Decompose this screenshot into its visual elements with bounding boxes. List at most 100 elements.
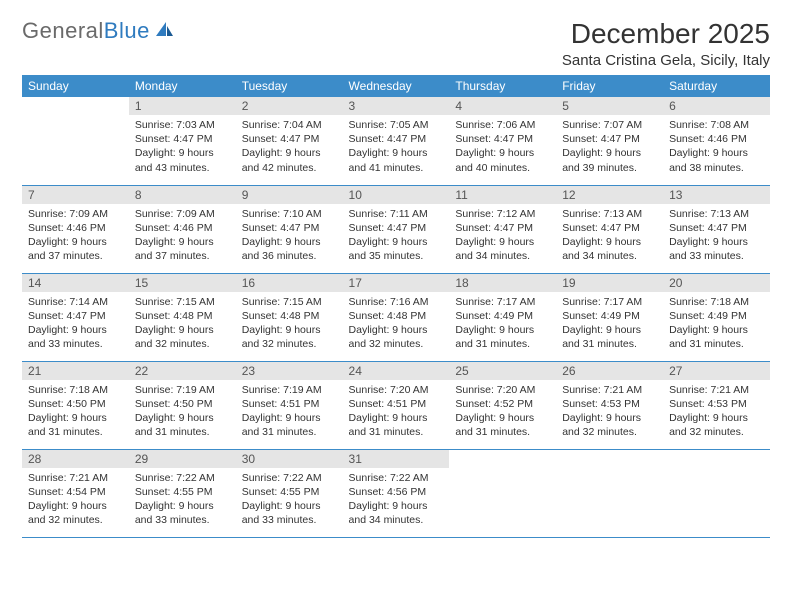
- sunset-line: Sunset: 4:47 PM: [669, 222, 747, 234]
- day-number: 5: [556, 97, 663, 115]
- day-number: 11: [449, 186, 556, 204]
- sunrise-line: Sunrise: 7:21 AM: [28, 472, 108, 484]
- calendar-cell: 3Sunrise: 7:05 AMSunset: 4:47 PMDaylight…: [343, 97, 450, 185]
- calendar-cell: 30Sunrise: 7:22 AMSunset: 4:55 PMDayligh…: [236, 449, 343, 537]
- day-data: Sunrise: 7:10 AMSunset: 4:47 PMDaylight:…: [236, 204, 343, 268]
- calendar-row: 28Sunrise: 7:21 AMSunset: 4:54 PMDayligh…: [22, 449, 770, 537]
- calendar-cell: 29 Sunrise: 7:22 AM Sunset: 4:55 PM Dayligh…: [129, 449, 236, 537]
- day-data: Sunrise: 7:19 AMSunset: 4:51 PMDaylight:…: [236, 380, 343, 444]
- day-number: 19: [556, 274, 663, 292]
- day-number: 17: [343, 274, 450, 292]
- daylight-line: Daylight: 9 hours and 37 minutes.: [135, 236, 214, 262]
- calendar-cell: 9Sunrise: 7:10 AMSunset: 4:47 PMDaylight…: [236, 185, 343, 273]
- sunrise-line: Sunrise: 7:13 AM: [669, 208, 749, 220]
- day-number: 12: [556, 186, 663, 204]
- weekday-header: Monday: [129, 75, 236, 97]
- day-number: 13: [663, 186, 770, 204]
- daylight-line: Daylight: 9 hours and 34 minutes.: [349, 500, 428, 526]
- calendar-cell: [663, 449, 770, 537]
- sunset-line: Sunset: 4:55 PM: [135, 486, 213, 498]
- sunset-line: Sunset: 4:54 PM: [28, 486, 106, 498]
- daylight-line: Daylight: 9 hours and 31 minutes.: [349, 412, 428, 438]
- daylight-line: Daylight: 9 hours and 38 minutes.: [669, 147, 748, 173]
- sunrise-line: Sunrise: 7:03 AM: [135, 119, 215, 131]
- daylight-line: Daylight: 9 hours and 33 minutes.: [135, 500, 214, 526]
- sunset-line: Sunset: 4:47 PM: [135, 133, 213, 145]
- sunrise-line: Sunrise: 7:17 AM: [455, 296, 535, 308]
- sunset-line: Sunset: 4:53 PM: [669, 398, 747, 410]
- calendar-cell: 5Sunrise: 7:07 AMSunset: 4:47 PMDaylight…: [556, 97, 663, 185]
- day-number: 25: [449, 362, 556, 380]
- day-number: 15: [129, 274, 236, 292]
- calendar-cell: 12Sunrise: 7:13 AMSunset: 4:47 PMDayligh…: [556, 185, 663, 273]
- day-data: Sunrise: 7:03 AMSunset: 4:47 PMDaylight:…: [129, 115, 236, 179]
- day-data: Sunrise: 7:14 AMSunset: 4:47 PMDaylight:…: [22, 292, 129, 356]
- calendar-cell: 1Sunrise: 7:03 AMSunset: 4:47 PMDaylight…: [129, 97, 236, 185]
- day-data: Sunrise: 7:20 AMSunset: 4:51 PMDaylight:…: [343, 380, 450, 444]
- sunset-line: Sunset: 4:47 PM: [242, 133, 320, 145]
- day-data: Sunrise: 7:22 AMSunset: 4:56 PMDaylight:…: [343, 468, 450, 532]
- calendar-row: 21Sunrise: 7:18 AMSunset: 4:50 PMDayligh…: [22, 361, 770, 449]
- sunrise-line: Sunrise: 7:19 AM: [135, 384, 215, 396]
- weekday-header: Thursday: [449, 75, 556, 97]
- sunrise-line: Sunrise: 7:07 AM: [562, 119, 642, 131]
- header: GeneralBlue December 2025 Santa Cristina…: [22, 18, 770, 69]
- day-number: 24: [343, 362, 450, 380]
- day-number: 14: [22, 274, 129, 292]
- page-title: December 2025: [562, 18, 770, 50]
- day-data: Sunrise: 7:13 AM Sunset: 4:47 PM Daylight:…: [663, 204, 770, 268]
- day-number: 31: [343, 450, 450, 468]
- calendar-cell: 27Sunrise: 7:21 AMSunset: 4:53 PMDayligh…: [663, 361, 770, 449]
- day-number: 16: [236, 274, 343, 292]
- day-number: 29: [129, 450, 236, 468]
- daylight-line: Daylight: 9 hours and 33 minutes.: [669, 236, 748, 262]
- sunset-line: Sunset: 4:47 PM: [349, 133, 427, 145]
- day-number: 18: [449, 274, 556, 292]
- calendar-cell: [556, 449, 663, 537]
- sunset-line: Sunset: 4:48 PM: [242, 310, 320, 322]
- sunset-line: Sunset: 4:48 PM: [349, 310, 427, 322]
- day-number: 27: [663, 362, 770, 380]
- sunset-line: Sunset: 4:47 PM: [562, 133, 640, 145]
- sunrise-line: Sunrise: 7:12 AM: [455, 208, 535, 220]
- day-data: Sunrise: 7:05 AMSunset: 4:47 PMDaylight:…: [343, 115, 450, 179]
- calendar-cell: 24Sunrise: 7:20 AMSunset: 4:51 PMDayligh…: [343, 361, 450, 449]
- day-data: Sunrise: 7:17 AMSunset: 4:49 PMDaylight:…: [449, 292, 556, 356]
- sunrise-line: Sunrise: 7:09 AM: [28, 208, 108, 220]
- daylight-line: Daylight: 9 hours and 37 minutes.: [28, 236, 107, 262]
- day-data: Sunrise: 7:21 AMSunset: 4:53 PMDaylight:…: [556, 380, 663, 444]
- calendar-cell: 4Sunrise: 7:06 AMSunset: 4:47 PMDaylight…: [449, 97, 556, 185]
- daylight-line: Daylight: 9 hours and 32 minutes.: [242, 324, 321, 350]
- calendar-cell: 15Sunrise: 7:15 AMSunset: 4:48 PMDayligh…: [129, 273, 236, 361]
- logo: GeneralBlue: [22, 18, 174, 45]
- day-number: 4: [449, 97, 556, 115]
- sunrise-line: Sunrise: 7:22 AM: [242, 472, 322, 484]
- calendar-cell: 25Sunrise: 7:20 AMSunset: 4:52 PMDayligh…: [449, 361, 556, 449]
- calendar-cell: 2Sunrise: 7:04 AMSunset: 4:47 PMDaylight…: [236, 97, 343, 185]
- calendar-row: 7Sunrise: 7:09 AMSunset: 4:46 PMDaylight…: [22, 185, 770, 273]
- sunset-line: Sunset: 4:50 PM: [135, 398, 213, 410]
- sunrise-line: Sunrise: 7:18 AM: [669, 296, 749, 308]
- sunset-line: Sunset: 4:55 PM: [242, 486, 320, 498]
- sunrise-line: Sunrise: 7:08 AM: [669, 119, 749, 131]
- day-data: Sunrise: 7:16 AMSunset: 4:48 PMDaylight:…: [343, 292, 450, 356]
- sunrise-line: Sunrise: 7:22 AM: [135, 472, 215, 484]
- daylight-line: Daylight: 9 hours and 32 minutes.: [669, 412, 748, 438]
- calendar-cell: 28Sunrise: 7:21 AMSunset: 4:54 PMDayligh…: [22, 449, 129, 537]
- sunrise-line: Sunrise: 7:18 AM: [28, 384, 108, 396]
- daylight-line: Daylight: 9 hours and 42 minutes.: [242, 147, 321, 173]
- calendar-body: 1Sunrise: 7:03 AMSunset: 4:47 PMDaylight…: [22, 97, 770, 537]
- day-data: Sunrise: 7:07 AMSunset: 4:47 PMDaylight:…: [556, 115, 663, 179]
- daylight-line: Daylight: 9 hours and 32 minutes.: [135, 324, 214, 350]
- sunset-line: Sunset: 4:46 PM: [669, 133, 747, 145]
- calendar-cell: 11Sunrise: 7:12 AMSunset: 4:47 PMDayligh…: [449, 185, 556, 273]
- daylight-line: Daylight: 9 hours and 31 minutes.: [135, 412, 214, 438]
- day-data: Sunrise: 7:08 AM Sunset: 4:46 PM Daylight:…: [663, 115, 770, 179]
- day-number: 9: [236, 186, 343, 204]
- daylight-line: Daylight: 9 hours and 34 minutes.: [455, 236, 534, 262]
- day-data: Sunrise: 7:21 AMSunset: 4:54 PMDaylight:…: [22, 468, 129, 532]
- calendar-cell: 13 Sunrise: 7:13 AM Sunset: 4:47 PM Dayligh…: [663, 185, 770, 273]
- calendar-cell: [449, 449, 556, 537]
- sunset-line: Sunset: 4:50 PM: [28, 398, 106, 410]
- calendar-cell: 8Sunrise: 7:09 AMSunset: 4:46 PMDaylight…: [129, 185, 236, 273]
